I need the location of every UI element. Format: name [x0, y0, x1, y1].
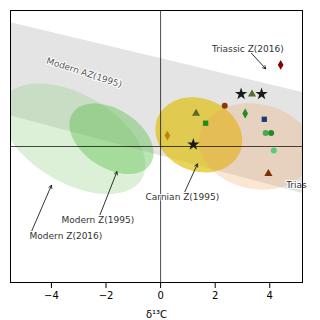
svg-text:Modern Z(1995): Modern Z(1995)	[61, 215, 134, 225]
svg-text:Trias: Trias	[285, 180, 307, 190]
svg-text:0: 0	[157, 290, 163, 301]
svg-text:−4: −4	[44, 290, 59, 301]
svg-text:−2: −2	[99, 290, 114, 301]
svg-text:4: 4	[267, 290, 273, 301]
svg-text:Triassic Z(2016): Triassic Z(2016)	[211, 44, 284, 54]
svg-text:2: 2	[212, 290, 218, 301]
svg-text:Modern AZ(1995): Modern AZ(1995)	[45, 56, 123, 90]
svg-text:δ¹³C: δ¹³C	[146, 309, 167, 320]
svg-text:Modern Z(2016): Modern Z(2016)	[30, 231, 103, 241]
svg-text:Carnian Z(1995): Carnian Z(1995)	[146, 192, 220, 202]
